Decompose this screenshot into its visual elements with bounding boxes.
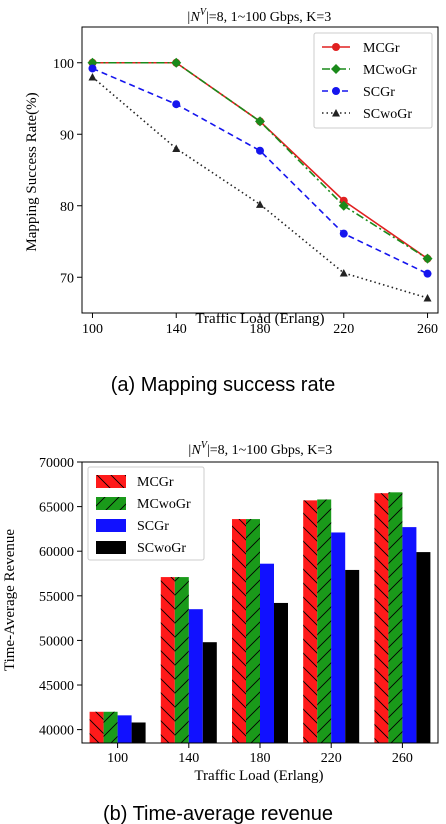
y-tick-label: 45000: [39, 679, 74, 694]
bar-hatch: [246, 519, 260, 743]
data-point-scgr: [172, 100, 181, 109]
x-tick-label: 220: [321, 751, 342, 766]
line-y-axis: 70 80 90 100: [53, 57, 82, 286]
x-tick-label: 140: [166, 322, 187, 337]
y-tick-label: 40000: [39, 724, 74, 739]
legend-marker: [331, 64, 341, 74]
data-point-scwogr: [88, 73, 97, 81]
caption-b: (b) Time-average revenue: [103, 803, 333, 824]
bar-hatch: [388, 492, 403, 743]
series-line-scgr: [92, 67, 428, 275]
y-tick-label: 70: [60, 271, 74, 286]
line-legend: MCGr MCwoGr SCGr SCwoGr: [313, 32, 433, 129]
y-tick-label: 50000: [39, 634, 74, 649]
y-tick-label: 70000: [39, 456, 74, 471]
line-series-group: [87, 57, 433, 302]
bar-scwogr: [202, 642, 217, 743]
y-tick-label: 60000: [39, 545, 74, 560]
y-tick-label: 90: [60, 128, 74, 143]
y-tick-label: 100: [53, 57, 74, 72]
line-chart: |NV|=8, 1~100 Gbps, K=3 70 80 90 100 100 140…: [24, 7, 439, 396]
bar-hatch: [317, 499, 332, 743]
bar-hatch: [160, 577, 175, 743]
bar-chart-xlabel: Traffic Load (Erlang): [194, 768, 323, 784]
data-point-mcwogr: [171, 57, 182, 68]
data-point-scgr: [423, 269, 432, 278]
bar-scwogr: [345, 569, 360, 743]
legend-marker: [332, 109, 340, 117]
legend-label: SCGr: [137, 519, 169, 534]
data-point-mcwogr: [87, 57, 98, 68]
bar-scgr: [402, 527, 417, 743]
series-line-mcwogr: [92, 61, 428, 260]
legend-marker: [332, 43, 340, 51]
x-tick-label: 220: [333, 322, 354, 337]
bar-legend: MCGr MCwoGr SCGr SCwoGr: [87, 466, 205, 561]
data-point-scgr: [256, 146, 264, 155]
data-point-mcwogr: [338, 200, 349, 211]
data-point-mcwogr: [422, 253, 433, 264]
legend-label: SCGr: [363, 85, 395, 100]
series-line-scwogr: [91, 76, 428, 299]
bar-hatch: [174, 577, 189, 743]
legend-marker: [332, 87, 340, 95]
legend-label: MCGr: [363, 41, 400, 56]
data-point-scwogr: [339, 268, 348, 277]
bar-scgr: [260, 563, 274, 743]
bar-hatch: [103, 711, 118, 743]
legend-label: SCwoGr: [137, 541, 186, 556]
x-tick-label: 260: [392, 751, 413, 766]
bar-x-axis: 100 140 180 220 260: [107, 743, 413, 766]
y-tick-label: 65000: [39, 501, 74, 516]
data-point-scwogr: [423, 293, 432, 302]
x-tick-label: 180: [250, 751, 271, 766]
y-tick-label: 80: [60, 200, 74, 215]
bar-hatch: [374, 493, 389, 743]
data-point-mcgr: [339, 196, 348, 205]
legend-swatch-hatch: [96, 497, 126, 510]
legend-swatch: [96, 541, 126, 554]
legend-label: MCGr: [137, 475, 174, 490]
line-x-axis: 100 140 180 220 260: [82, 313, 438, 337]
data-point-scgr: [88, 64, 97, 73]
x-tick-label: 100: [107, 751, 128, 766]
bar-scgr: [188, 609, 203, 743]
data-point-scwogr: [172, 144, 181, 153]
bar-chart-ylabel: Time-Average Revenue: [2, 529, 18, 671]
x-tick-label: 260: [417, 322, 438, 337]
legend-swatch-hatch: [96, 475, 126, 488]
x-tick-label: 180: [250, 322, 271, 337]
bar-scgr: [331, 532, 346, 743]
legend-label: MCwoGr: [363, 63, 417, 78]
bar-scwogr: [416, 552, 431, 743]
x-tick-label: 100: [82, 322, 103, 337]
legend-swatch: [96, 519, 126, 532]
caption-a: (a) Mapping success rate: [111, 374, 336, 396]
data-point-scgr: [339, 229, 348, 238]
data-point-scwogr: [256, 200, 264, 208]
bar-hatch: [303, 500, 318, 743]
line-chart-title: |NV|=8, 1~100 Gbps, K=3: [187, 7, 332, 25]
bar-hatch: [89, 711, 104, 743]
bar-scgr: [117, 715, 132, 743]
bar-series-group: [89, 492, 431, 743]
data-point-mcwogr: [255, 116, 265, 127]
y-tick-label: 55000: [39, 590, 74, 605]
bar-legend-box: [87, 466, 205, 561]
line-chart-ylabel: Mapping Success Rate(%): [24, 92, 40, 251]
line-legend-box: [313, 32, 433, 129]
line-chart-xlabel: Traffic Load (Erlang): [195, 311, 324, 327]
legend-label: SCwoGr: [363, 107, 412, 122]
bar-scwogr: [131, 722, 146, 743]
bar-y-axis: 40000 45000 50000 55000 60000 65000 70000: [39, 456, 82, 739]
legend-label: MCwoGr: [137, 497, 191, 512]
bar-hatch: [232, 519, 246, 743]
bar-scwogr: [274, 602, 288, 743]
bar-chart: |NV|=8, 1~100 Gbps, K=3 40000 45000 50000 5…: [2, 440, 439, 824]
bar-chart-title: |NV|=8, 1~100 Gbps, K=3: [188, 440, 333, 458]
x-tick-label: 140: [178, 751, 199, 766]
